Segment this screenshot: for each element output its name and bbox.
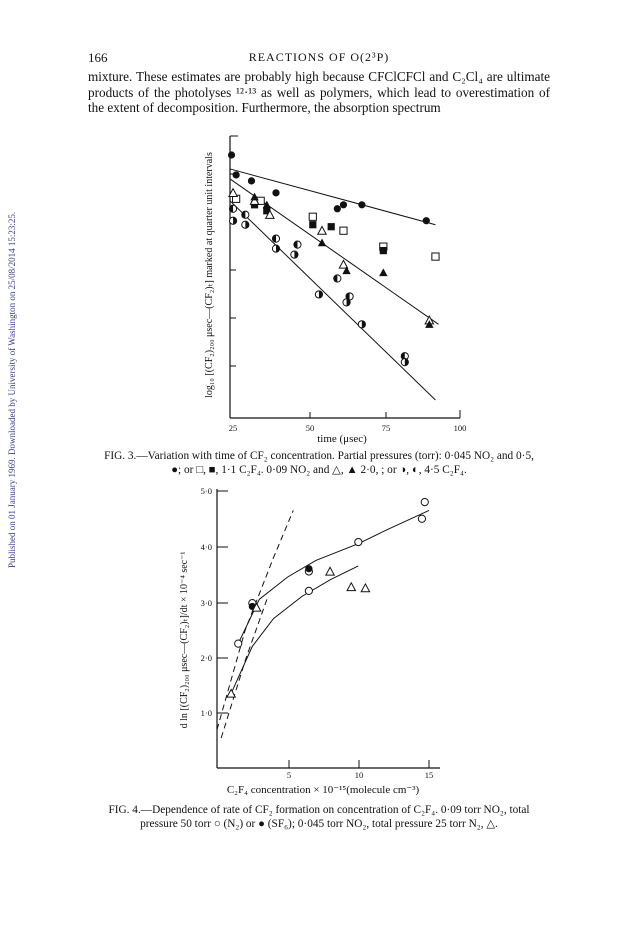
fig3-data-point <box>400 352 409 361</box>
fig4-data-point <box>325 566 336 576</box>
fig4-y-ticks: 1·0 2·0 3·0 4·0 5·0 <box>201 486 212 718</box>
fig3-data-point <box>293 240 302 249</box>
fig3-data-point <box>357 320 366 329</box>
body-paragraph: mixture. These estimates are probably hi… <box>88 69 550 115</box>
fig4-axes <box>216 489 440 769</box>
fig3-caption-line2: ●; or □, ■, 1·1 C₂F₄. 0·09 NO₂ and △, ▲ … <box>171 463 467 476</box>
page-number: 166 <box>88 50 108 65</box>
figure-3-caption: FIG. 3.—Variation with time of CF₂ conce… <box>88 450 550 477</box>
fig4-data-point <box>420 498 429 507</box>
fig3-data-point <box>316 225 328 235</box>
fig4-y-tick-label: 2·0 <box>201 653 212 663</box>
fig4-data-point <box>234 639 243 648</box>
fig3-data-point <box>379 247 387 255</box>
fig4-data-point <box>251 602 262 612</box>
figure-3-chart: 25 50 75 100 time (μsec) log₁₀ [(CF₂)₂₀₀… <box>204 135 467 445</box>
fig4-data-point <box>417 514 427 523</box>
fig3-data-point <box>262 200 271 209</box>
fig3-data-point <box>271 244 281 253</box>
fig3-x-tick-label: 50 <box>306 423 315 433</box>
fig4-caption-line1: FIG. 4.—Dependence of rate of CF₂ format… <box>108 804 530 816</box>
page-header: 166 REACTIONS OF O(2³P) <box>88 50 550 68</box>
fig3-data-point <box>241 210 250 219</box>
fig3-data-point <box>339 201 348 209</box>
fig3-data-point <box>271 234 281 243</box>
fig4-data-point <box>304 586 313 596</box>
fig3-x-tick-label: 25 <box>229 423 238 433</box>
fig3-data-point <box>232 171 240 179</box>
fig4-data-point <box>305 565 313 573</box>
fig3-data-point <box>290 250 299 259</box>
fig3-data-point <box>241 220 250 229</box>
fig3-data-point <box>263 207 271 215</box>
fig3-data-point <box>338 259 349 269</box>
fig3-data-point <box>342 266 351 275</box>
fig3-data-point <box>249 195 260 205</box>
fig4-data-point <box>226 688 237 698</box>
fig3-x-tick-label: 75 <box>382 423 391 433</box>
fig3-data-point <box>422 217 430 225</box>
fig4-caption-line2: pressure 50 torr ○ (N₂) or ● (SF₆); 0·04… <box>140 817 498 830</box>
fig3-data-point <box>309 221 317 229</box>
fig3-data-point <box>308 212 317 221</box>
fig4-y-tick-label: 1·0 <box>201 708 212 718</box>
fig3-data-point <box>339 226 348 235</box>
fig3-data-point <box>314 290 324 299</box>
fig3-data-point <box>227 151 236 159</box>
fig4-fitted-curve <box>230 565 359 694</box>
fig3-x-ticks: 25 50 75 100 <box>229 423 467 433</box>
fig4-x-axis-label: C₂F₄ concentration × 10⁻¹⁵(molecule cm⁻³… <box>227 784 420 796</box>
fig3-plot-area <box>227 151 440 401</box>
fig4-data-point <box>346 581 357 592</box>
fig4-dashed-line <box>220 596 269 739</box>
fig3-data-point <box>317 238 327 247</box>
fig4-y-tick-label: 3·0 <box>201 598 212 608</box>
fig3-data-point <box>228 204 238 213</box>
fig4-y-tick-label: 5·0 <box>201 486 212 496</box>
figure-4-caption: FIG. 4.—Dependence of rate of CF₂ format… <box>88 804 550 831</box>
fig4-data-point <box>360 582 371 593</box>
fig4-plot-area <box>216 498 430 739</box>
fig3-data-point <box>345 292 354 301</box>
fig3-data-point <box>400 358 409 367</box>
fig4-data-point <box>354 537 363 547</box>
fig3-data-point <box>358 201 366 209</box>
fig4-x-ticks: 5 10 15 <box>287 770 433 780</box>
fig3-fit-line <box>229 168 436 226</box>
fig3-data-point <box>228 216 238 225</box>
fig4-x-tick-label: 15 <box>425 770 434 780</box>
running-head: REACTIONS OF O(2³P) <box>248 50 390 64</box>
fig4-dashed-line <box>216 510 294 730</box>
fig3-fit-line <box>229 200 436 401</box>
fig3-data-point <box>327 223 335 231</box>
fig3-data-point <box>425 320 434 328</box>
fig3-data-point <box>333 274 342 283</box>
fig4-fitted-curve <box>237 509 430 644</box>
fig4-y-axis-label: d ln [(CF₂)₂₀₀ μsec—(CF₂)ₜ]/dt × 10⁻⁴ se… <box>179 552 190 729</box>
fig3-data-point <box>228 187 239 197</box>
fig3-data-point <box>431 252 440 261</box>
figure-4-chart: 1·0 2·0 3·0 4·0 5·0 5 10 15 C₂F₄ concent… <box>179 486 440 796</box>
fig3-data-point <box>379 268 388 277</box>
fig4-y-tick-label: 4·0 <box>201 542 212 552</box>
fig4-x-tick-label: 5 <box>287 770 291 780</box>
fig3-x-tick-label: 100 <box>454 423 467 433</box>
fig3-y-axis-label: log₁₀ [(CF₂)₂₀₀ μsec—(CF₂)ₜ] marked at q… <box>204 152 215 398</box>
download-sidenote: Published on 01 January 1969. Downloaded… <box>7 211 17 569</box>
fig3-caption-line1: FIG. 3.—Variation with time of CF₂ conce… <box>104 450 534 462</box>
fig3-x-axis-label: time (μsec) <box>317 433 367 445</box>
fig3-data-point <box>247 177 256 185</box>
fig3-data-point <box>272 189 280 197</box>
fig3-data-point <box>342 298 351 307</box>
fig3-data-point <box>250 192 259 201</box>
fig3-data-point <box>333 205 341 213</box>
fig3-data-point <box>264 209 275 219</box>
fig4-x-tick-label: 10 <box>355 770 364 780</box>
